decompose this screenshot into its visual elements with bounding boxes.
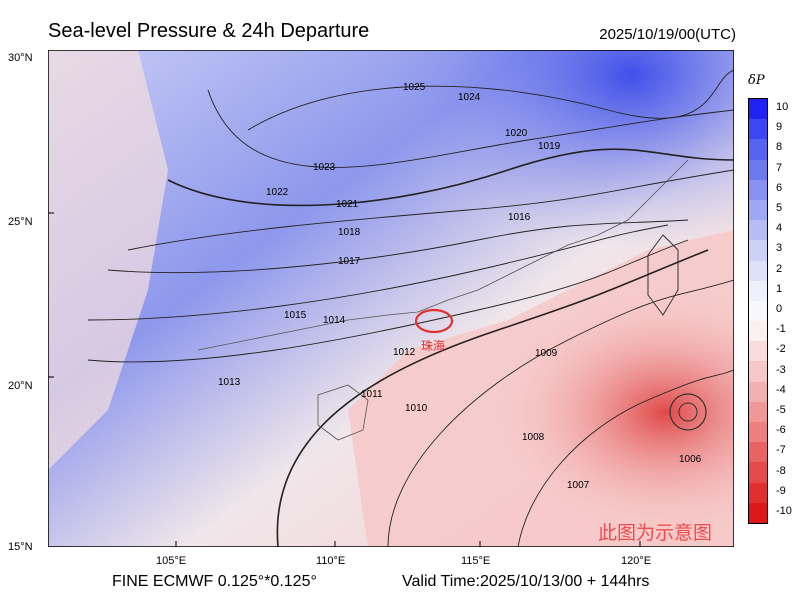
colorbar-tick-label: -3 bbox=[776, 363, 786, 376]
colorbar-tick-label: 8 bbox=[776, 141, 783, 154]
isobar-1025 bbox=[247, 69, 734, 131]
lon-label-110: 110°E bbox=[316, 555, 346, 567]
colorbar-tick-label: 1 bbox=[776, 282, 783, 295]
isobars bbox=[87, 69, 734, 547]
colorbar-tick-label: -1 bbox=[776, 323, 786, 336]
colorbar-segment bbox=[749, 442, 767, 463]
isobar-label: 1015 bbox=[284, 310, 307, 321]
colorbar-tick-label: -2 bbox=[776, 343, 786, 356]
high-pressure-shade bbox=[48, 50, 734, 547]
colorbar-tick-label: 2 bbox=[776, 262, 783, 275]
isobar-label: 1012 bbox=[393, 347, 416, 358]
colorbar-tick-label: 5 bbox=[776, 202, 783, 215]
colorbar-segment bbox=[749, 179, 767, 200]
colorbar-segment bbox=[749, 280, 767, 301]
colorbar-segment bbox=[749, 240, 767, 261]
lat-label-20: 20°N bbox=[8, 380, 33, 392]
isobar-1007 bbox=[517, 369, 734, 547]
colorbar-tick-label: -8 bbox=[776, 464, 786, 477]
chart-title: Sea-level Pressure & 24h Departure bbox=[48, 20, 370, 42]
watermark: 此图为示意图 bbox=[598, 523, 713, 544]
isobar-1011 bbox=[276, 249, 709, 547]
colorbar-segment bbox=[749, 139, 767, 160]
isobar-label: 1009 bbox=[535, 348, 558, 359]
colorbar-tick-label: -7 bbox=[776, 444, 786, 457]
hainan-island bbox=[317, 384, 369, 441]
taiwan-island bbox=[647, 234, 679, 316]
lat-label-25: 25°N bbox=[8, 216, 33, 228]
isobar-label: 1021 bbox=[336, 199, 359, 210]
colorbar-segment bbox=[749, 361, 767, 382]
lat-label-30: 30°N bbox=[8, 52, 33, 64]
isobar-label-group: 1025 1024 1023 1022 1021 1020 1019 1018 … bbox=[218, 82, 702, 491]
lat-label-15: 15°N bbox=[8, 541, 33, 553]
colorbar-tick-label: -9 bbox=[776, 484, 786, 497]
isobar-label: 1016 bbox=[508, 212, 531, 223]
colorbar-tick-label: 7 bbox=[776, 161, 783, 174]
isobar-label: 1011 bbox=[361, 389, 383, 400]
map-ticks bbox=[48, 212, 641, 547]
colorbar-segment bbox=[749, 462, 767, 483]
lon-label-115: 115°E bbox=[461, 555, 491, 567]
isobar-label: 1025 bbox=[403, 82, 426, 93]
footer-valid-time: Valid Time:2025/10/13/00 + 144hrs bbox=[402, 573, 650, 590]
colorbar-tick-label: 3 bbox=[776, 242, 783, 255]
colorbar-tick-label: 9 bbox=[776, 121, 783, 134]
colorbar-segment bbox=[749, 321, 767, 342]
isobar-label: 1017 bbox=[338, 256, 361, 267]
isobar-label: 1008 bbox=[522, 432, 545, 443]
colorbar-tick-label: -5 bbox=[776, 403, 786, 416]
colorbar-segment bbox=[749, 401, 767, 422]
isobar-label: 1014 bbox=[323, 315, 346, 326]
colorbar-segment bbox=[749, 502, 767, 523]
pressure-map: 1025 1024 1023 1022 1021 1020 1019 1018 … bbox=[48, 50, 734, 547]
typhoon-center bbox=[669, 393, 707, 431]
isobar-1009 bbox=[387, 279, 734, 547]
colorbar-tick-label: -4 bbox=[776, 383, 786, 396]
isobar-label: 1024 bbox=[458, 92, 481, 103]
city-label-zhuhai: 珠海 bbox=[421, 339, 446, 353]
isobar-label: 1019 bbox=[538, 141, 561, 152]
isobar-label: 1022 bbox=[266, 187, 289, 198]
colorbar-tick-label: 4 bbox=[776, 222, 783, 235]
lon-label-120: 120°E bbox=[621, 555, 652, 567]
colorbar-segment bbox=[749, 199, 767, 221]
isobar-label: 1010 bbox=[405, 403, 428, 414]
colorbar-tick-label: 6 bbox=[776, 181, 783, 194]
isobar-label: 1018 bbox=[338, 227, 361, 238]
isobar-1017 bbox=[107, 219, 689, 274]
isobar-label: 1023 bbox=[313, 162, 336, 173]
isobar-label: 1013 bbox=[218, 377, 241, 388]
colorbar-segment bbox=[749, 300, 767, 322]
colorbar-tick-label: 0 bbox=[776, 303, 783, 315]
colorbar-segment bbox=[749, 159, 767, 180]
valid-utc-label: 2025/10/19/00(UTC) bbox=[599, 26, 736, 43]
colorbar-segment bbox=[749, 422, 767, 443]
isobar-label: 1020 bbox=[505, 128, 528, 139]
isobar-label: 1006 bbox=[679, 454, 702, 465]
colorbar-title: δP bbox=[748, 73, 765, 88]
colorbar-segment bbox=[749, 260, 767, 281]
lon-label-105: 105°E bbox=[156, 555, 187, 567]
typhoon-center-inner bbox=[678, 402, 698, 422]
isobar-1021 bbox=[167, 148, 734, 207]
colorbar-tick-label: -10 bbox=[776, 504, 792, 517]
coastline bbox=[197, 159, 689, 351]
isobar-label: 1007 bbox=[567, 480, 590, 491]
colorbar-tick-label: -6 bbox=[776, 424, 786, 437]
isobar-1019 bbox=[127, 169, 734, 251]
footer-model: FINE ECMWF 0.125°*0.125° bbox=[112, 573, 317, 590]
colorbar bbox=[748, 98, 768, 524]
colorbar-segment bbox=[749, 99, 767, 120]
colorbar-segment bbox=[749, 381, 767, 402]
isobar-1013 bbox=[87, 239, 689, 363]
colorbar-segment bbox=[749, 482, 767, 503]
colorbar-segment bbox=[749, 341, 767, 362]
colorbar-segment bbox=[749, 119, 767, 140]
zhuhai-marker bbox=[414, 308, 454, 334]
isobar-1023 bbox=[207, 89, 734, 168]
colorbar-segment bbox=[749, 220, 767, 241]
colorbar-tick-label: 10 bbox=[776, 101, 789, 114]
isobar-1015 bbox=[87, 224, 669, 321]
